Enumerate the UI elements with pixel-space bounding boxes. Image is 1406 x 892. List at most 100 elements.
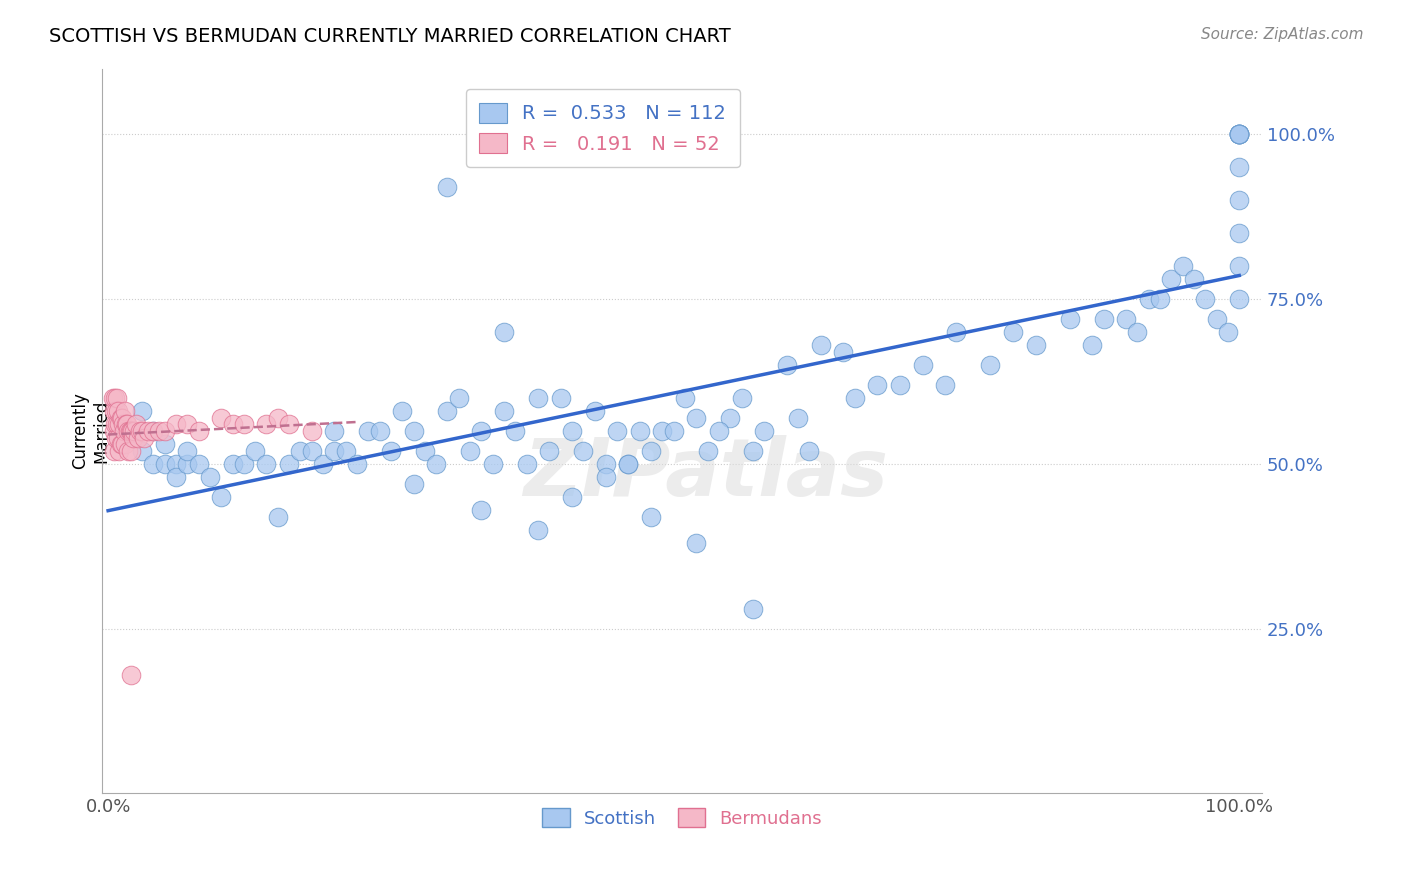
Point — [111, 410, 134, 425]
Point — [561, 490, 583, 504]
Point — [651, 424, 673, 438]
Point — [142, 424, 165, 438]
Point — [101, 391, 124, 405]
Point — [866, 377, 889, 392]
Point — [1227, 259, 1250, 273]
Point — [979, 358, 1001, 372]
Point — [301, 443, 323, 458]
Point — [290, 443, 312, 458]
Point — [413, 443, 436, 458]
Point — [492, 404, 515, 418]
Point — [481, 457, 503, 471]
Point — [741, 602, 763, 616]
Point — [118, 424, 141, 438]
Point — [104, 391, 127, 405]
Y-axis label: Currently
Married: Currently Married — [72, 392, 110, 469]
Point — [1115, 312, 1137, 326]
Point — [112, 424, 135, 438]
Point — [117, 417, 139, 432]
Point — [402, 476, 425, 491]
Point — [335, 443, 357, 458]
Point — [718, 410, 741, 425]
Point — [787, 410, 810, 425]
Point — [142, 424, 165, 438]
Point — [122, 424, 145, 438]
Point — [1227, 292, 1250, 306]
Point — [1160, 272, 1182, 286]
Text: Source: ZipAtlas.com: Source: ZipAtlas.com — [1201, 27, 1364, 42]
Point — [1227, 194, 1250, 208]
Point — [516, 457, 538, 471]
Point — [640, 443, 662, 458]
Point — [232, 457, 254, 471]
Point — [120, 667, 142, 681]
Point — [127, 430, 149, 444]
Point — [108, 443, 131, 458]
Point — [799, 443, 821, 458]
Point — [1227, 128, 1250, 142]
Point — [754, 424, 776, 438]
Point — [1182, 272, 1205, 286]
Point — [153, 457, 176, 471]
Point — [1081, 338, 1104, 352]
Point — [470, 424, 492, 438]
Point — [583, 404, 606, 418]
Point — [617, 457, 640, 471]
Point — [267, 410, 290, 425]
Point — [741, 443, 763, 458]
Point — [832, 344, 855, 359]
Point — [176, 443, 198, 458]
Point — [148, 424, 170, 438]
Point — [120, 424, 142, 438]
Point — [1216, 325, 1239, 339]
Point — [1227, 128, 1250, 142]
Point — [425, 457, 447, 471]
Point — [527, 523, 550, 537]
Point — [278, 457, 301, 471]
Point — [505, 424, 527, 438]
Point — [165, 457, 187, 471]
Point — [707, 424, 730, 438]
Point — [125, 417, 148, 432]
Point — [323, 424, 346, 438]
Point — [209, 490, 232, 504]
Point — [1227, 128, 1250, 142]
Point — [312, 457, 335, 471]
Point — [131, 424, 153, 438]
Point — [606, 424, 628, 438]
Point — [103, 443, 125, 458]
Point — [107, 404, 129, 418]
Point — [209, 410, 232, 425]
Point — [122, 430, 145, 444]
Point — [114, 404, 136, 418]
Point — [685, 536, 707, 550]
Point — [776, 358, 799, 372]
Point — [187, 457, 209, 471]
Point — [176, 417, 198, 432]
Point — [1227, 161, 1250, 175]
Point — [301, 424, 323, 438]
Point — [1227, 128, 1250, 142]
Point — [278, 417, 301, 432]
Point — [550, 391, 572, 405]
Point — [1092, 312, 1115, 326]
Point — [617, 457, 640, 471]
Point — [136, 424, 159, 438]
Point — [105, 417, 128, 432]
Point — [1227, 226, 1250, 240]
Point — [945, 325, 967, 339]
Point — [934, 377, 956, 392]
Point — [1137, 292, 1160, 306]
Point — [1171, 259, 1194, 273]
Text: SCOTTISH VS BERMUDAN CURRENTLY MARRIED CORRELATION CHART: SCOTTISH VS BERMUDAN CURRENTLY MARRIED C… — [49, 27, 731, 45]
Point — [527, 391, 550, 405]
Point — [810, 338, 832, 352]
Point — [1149, 292, 1171, 306]
Point — [131, 404, 153, 418]
Point — [121, 424, 143, 438]
Point — [153, 424, 176, 438]
Point — [108, 417, 131, 432]
Point — [402, 424, 425, 438]
Point — [1126, 325, 1149, 339]
Point — [256, 417, 278, 432]
